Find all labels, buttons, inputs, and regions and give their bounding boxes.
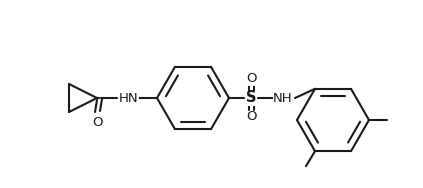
Text: HN: HN: [119, 92, 139, 105]
Text: S: S: [246, 90, 256, 105]
Text: NH: NH: [273, 92, 293, 105]
Text: O: O: [92, 115, 102, 129]
Text: O: O: [246, 111, 256, 124]
Text: O: O: [246, 73, 256, 86]
